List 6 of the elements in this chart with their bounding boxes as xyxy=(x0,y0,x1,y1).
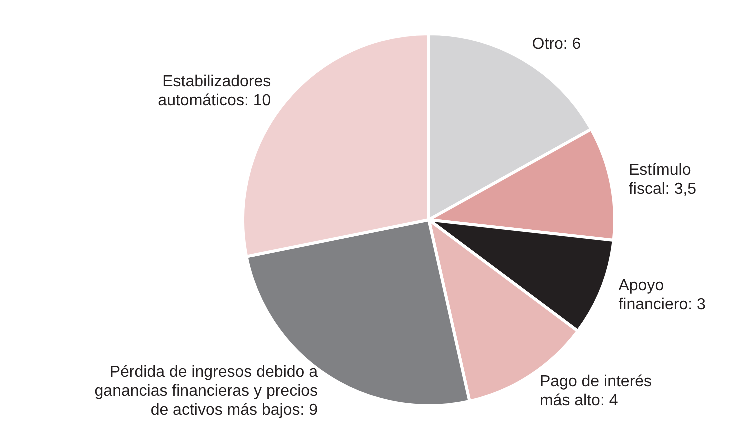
slice-label: Pago de interés más alto: 4 xyxy=(540,374,652,410)
slice-label: Otro: 6 xyxy=(532,36,582,54)
slice-label: Apoyo financiero: 3 xyxy=(618,277,706,314)
slice-label: Pérdida de ingresos debido a ganancias financieras y precios de activos más bajos: 9 xyxy=(94,364,318,420)
slice-label: Estabilizadores automáticos: 10 xyxy=(158,73,272,110)
slice-label: Estímulo fiscal: 3,5 xyxy=(628,162,697,198)
